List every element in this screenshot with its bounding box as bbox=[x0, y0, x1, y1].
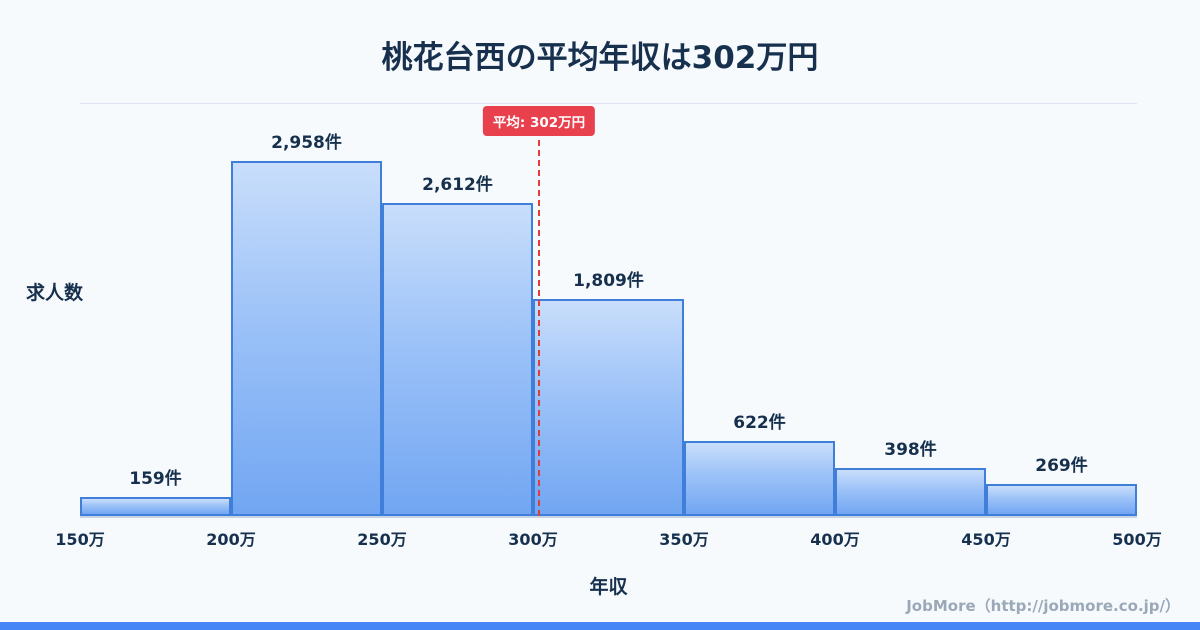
histogram-bar bbox=[382, 202, 533, 516]
average-line bbox=[538, 110, 541, 516]
histogram-bar bbox=[835, 468, 986, 516]
x-tick-label: 450万 bbox=[961, 530, 1011, 549]
x-tick-label: 500万 bbox=[1112, 530, 1162, 549]
average-badge: 平均: 302万円 bbox=[482, 106, 596, 136]
bar-value-label: 2,958件 bbox=[271, 133, 342, 153]
histogram-bar bbox=[80, 496, 231, 516]
x-tick-label: 350万 bbox=[659, 530, 709, 549]
histogram-bar bbox=[231, 161, 382, 516]
x-tick-label: 250万 bbox=[357, 530, 407, 549]
histogram-bar bbox=[684, 441, 835, 516]
page-title: 桃花台西の平均年収は302万円 bbox=[381, 40, 819, 76]
bar-value-label: 159件 bbox=[129, 468, 182, 489]
x-tick-label: 400万 bbox=[810, 530, 860, 549]
bar-value-label: 1,809件 bbox=[573, 270, 644, 291]
plot-area: 159件 2,958件 2,612件 1,809件 622件 398件 269件 bbox=[80, 104, 1137, 516]
bottom-accent-bar bbox=[0, 622, 1200, 630]
x-axis-label: 年収 bbox=[589, 576, 628, 598]
histogram-bar bbox=[533, 298, 684, 516]
bar-value-label: 398件 bbox=[884, 440, 937, 461]
x-tick-label: 150万 bbox=[55, 530, 105, 549]
bar-value-label: 269件 bbox=[1035, 455, 1088, 476]
x-tick-label: 300万 bbox=[508, 530, 558, 549]
bar-value-label: 2,612件 bbox=[422, 174, 493, 195]
chart-area: 159件 2,958件 2,612件 1,809件 622件 398件 269件 平均: 3… bbox=[55, 103, 1162, 549]
histogram-bar bbox=[986, 483, 1137, 516]
x-tick-label: 200万 bbox=[206, 530, 256, 549]
footer-credit: JobMore（http://jobmore.co.jp/） bbox=[906, 597, 1180, 615]
y-axis-label: 求人数 bbox=[26, 282, 84, 304]
bar-value-label: 622件 bbox=[733, 413, 786, 434]
x-ticks: 150万 200万 250万 300万 350万 400万 450万 500万 bbox=[55, 516, 1161, 549]
